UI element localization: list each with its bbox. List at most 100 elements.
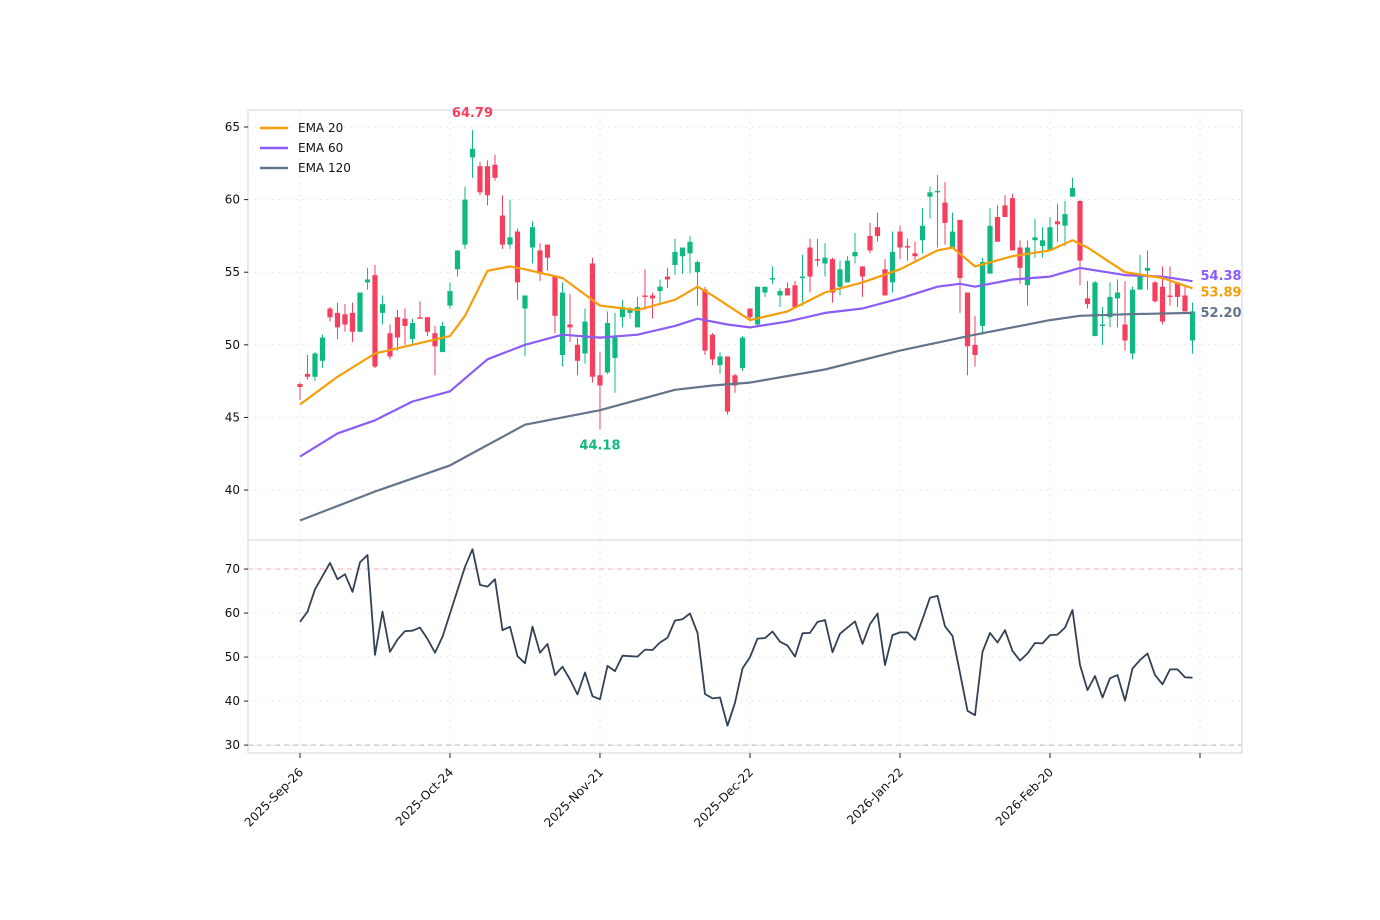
candle-up xyxy=(694,262,701,273)
candle-down xyxy=(417,317,423,319)
candle-down xyxy=(1009,198,1016,251)
candle-up xyxy=(769,278,776,280)
candle-up xyxy=(927,192,933,197)
candle-up xyxy=(364,279,371,283)
rsi-panel xyxy=(299,548,1193,727)
candle-down xyxy=(372,275,378,367)
candle-up xyxy=(507,237,513,245)
candle-up xyxy=(822,257,828,264)
rsi-y-tick-label: 60 xyxy=(225,606,240,620)
candle-up xyxy=(979,262,986,326)
candle-up xyxy=(469,148,476,158)
y-tick-label: 60 xyxy=(225,193,240,207)
candle-down xyxy=(1167,295,1173,297)
candle-up xyxy=(522,295,528,309)
candle-up xyxy=(319,337,326,361)
candle-down xyxy=(304,373,311,377)
candle-down xyxy=(1084,298,1091,305)
y-tick-label: 40 xyxy=(225,483,240,497)
candle-down xyxy=(807,247,813,277)
candle-up xyxy=(672,251,678,265)
ema20-line xyxy=(299,239,1193,406)
candle-down xyxy=(1002,205,1008,218)
candle-up xyxy=(627,308,633,313)
candle-down xyxy=(514,231,521,283)
candle-down xyxy=(964,292,971,347)
candle-down xyxy=(829,259,836,293)
candle-up xyxy=(919,225,926,241)
candle-up xyxy=(844,260,851,283)
candle-down xyxy=(342,314,348,325)
candle-down xyxy=(424,317,431,332)
candle-down xyxy=(492,164,498,178)
candle-down xyxy=(784,288,791,296)
candle-down xyxy=(387,333,393,357)
candle-down xyxy=(589,263,596,377)
candle-down xyxy=(1174,282,1181,297)
rsi-levels xyxy=(248,568,1242,746)
candle-up xyxy=(739,337,746,369)
candle-up xyxy=(582,321,588,354)
candle-down xyxy=(567,324,573,328)
candle-down xyxy=(814,259,821,261)
ema60-last-value: 54.38 xyxy=(1200,269,1241,284)
panel-frames xyxy=(247,109,1243,754)
candle-down xyxy=(1054,221,1061,225)
candle-down xyxy=(874,227,881,236)
candle-up xyxy=(1137,275,1143,290)
candle-up xyxy=(837,269,843,287)
candle-down xyxy=(1152,282,1158,302)
candle-up xyxy=(754,286,761,325)
rsi-panel-frame xyxy=(247,539,1243,754)
candle-down xyxy=(897,231,903,248)
candle-down xyxy=(552,276,558,316)
candle-up xyxy=(529,227,536,248)
candle-down xyxy=(942,202,948,223)
candle-down xyxy=(297,384,303,387)
y-tick-label: 50 xyxy=(225,338,240,352)
annotations: 64.79 44.18 54.38 53.89 52.20 xyxy=(452,106,1242,453)
candle-up xyxy=(1144,267,1151,271)
candle-up xyxy=(687,241,693,254)
candle-up xyxy=(1024,247,1031,286)
candle-up xyxy=(1069,187,1076,197)
candle-up xyxy=(1129,289,1136,354)
candle-down xyxy=(859,266,866,277)
candle-up xyxy=(949,231,956,248)
candle-down xyxy=(912,253,918,257)
candle-up xyxy=(889,251,896,283)
candle-up xyxy=(612,337,618,358)
legend-label-ema60: EMA 60 xyxy=(298,141,343,155)
x-tick-label: 2025-Dec-22 xyxy=(691,765,756,830)
candle-down xyxy=(882,269,888,296)
ema120-last-value: 52.20 xyxy=(1200,306,1241,321)
rsi-y-tick-label: 50 xyxy=(225,650,240,664)
candle-down xyxy=(1077,201,1083,261)
candle-down xyxy=(664,276,671,280)
candle-up xyxy=(462,199,468,245)
candle-down xyxy=(792,285,798,308)
max-price-label: 64.79 xyxy=(452,106,493,121)
candle-up xyxy=(1062,214,1068,226)
ema120-line xyxy=(299,311,1193,522)
candle-down xyxy=(1017,247,1023,268)
rsi-y-tick-label: 30 xyxy=(225,738,240,752)
candle-down xyxy=(484,166,491,196)
candle-down xyxy=(544,244,551,258)
grid xyxy=(248,110,1242,753)
candle-down xyxy=(957,219,963,279)
x-tick-label: 2026-Feb-20 xyxy=(993,765,1056,828)
ema60-line xyxy=(299,266,1193,458)
x-tick-label: 2025-Sep-26 xyxy=(242,765,306,829)
candle-up xyxy=(312,353,318,377)
candle-down xyxy=(709,334,716,360)
candle-down xyxy=(327,308,333,318)
candle-up xyxy=(852,251,858,257)
candle-up xyxy=(777,291,783,296)
candle-up xyxy=(679,247,686,257)
rsi-line xyxy=(299,548,1193,727)
candle-up xyxy=(1107,296,1113,318)
candle-down xyxy=(1182,295,1188,312)
candle-down xyxy=(537,250,543,274)
